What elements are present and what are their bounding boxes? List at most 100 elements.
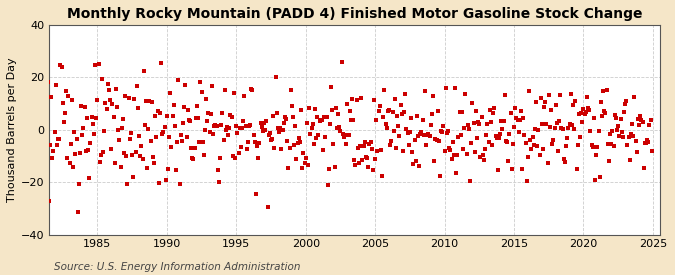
Point [278, 121, 289, 125]
Point [241, 147, 252, 151]
Point [119, 94, 130, 98]
Point [443, 128, 454, 133]
Point [51, 83, 61, 87]
Point [76, 103, 86, 108]
Point [329, 165, 340, 169]
Point [370, 156, 381, 161]
Point [93, 62, 104, 66]
Point [563, 125, 574, 130]
Point [129, 97, 140, 102]
Point [556, 126, 567, 131]
Point [464, 126, 475, 131]
Point [328, 142, 339, 146]
Point [459, 126, 470, 131]
Point [325, 122, 335, 127]
Point [464, 178, 475, 183]
Point [273, 126, 284, 130]
Point [350, 162, 361, 167]
Point [522, 154, 533, 159]
Point [49, 130, 60, 135]
Point [210, 123, 221, 127]
Point [90, 63, 101, 67]
Point [626, 122, 637, 126]
Point [379, 88, 390, 92]
Point [242, 139, 253, 144]
Point [348, 118, 358, 122]
Point [521, 178, 532, 183]
Point [461, 152, 472, 156]
Point [497, 127, 508, 132]
Point [440, 86, 451, 90]
Point [479, 158, 489, 162]
Point [547, 142, 558, 147]
Point [506, 166, 517, 171]
Point [219, 88, 230, 92]
Point [95, 153, 106, 158]
Point [555, 93, 566, 97]
Point [168, 103, 179, 107]
Point [634, 123, 645, 127]
Point [155, 110, 165, 115]
Point [558, 127, 568, 131]
Point [610, 116, 621, 120]
Point [423, 132, 434, 136]
Point [54, 137, 65, 141]
Point [152, 108, 163, 113]
Point [184, 119, 195, 123]
Point [378, 115, 389, 119]
Point [367, 168, 378, 173]
Point [421, 143, 431, 148]
Point [502, 140, 512, 144]
Point [373, 109, 384, 113]
Point [306, 126, 317, 130]
Point [38, 116, 49, 120]
Point [111, 105, 122, 110]
Point [592, 145, 603, 149]
Point [543, 93, 554, 97]
Point [608, 144, 619, 148]
Point [239, 94, 250, 98]
Point [122, 182, 133, 186]
Point [586, 142, 597, 147]
Point [142, 165, 153, 170]
Point [647, 149, 657, 153]
Point [317, 118, 327, 122]
Point [362, 155, 373, 160]
Point [86, 115, 97, 119]
Point [217, 111, 227, 116]
Point [445, 148, 456, 153]
Point [271, 110, 282, 115]
Point [211, 123, 222, 128]
Point [313, 132, 324, 137]
Point [620, 101, 630, 106]
Point [520, 141, 531, 145]
Point [454, 109, 465, 114]
Point [518, 116, 529, 121]
Point [469, 150, 480, 154]
Point [176, 139, 187, 143]
Point [268, 114, 279, 118]
Point [427, 112, 437, 116]
Point [189, 145, 200, 150]
Point [299, 161, 310, 166]
Point [79, 105, 90, 109]
Point [359, 140, 370, 144]
Point [47, 156, 57, 160]
Point [597, 114, 608, 118]
Point [642, 138, 653, 142]
Point [61, 89, 72, 93]
Point [124, 137, 135, 141]
Point [250, 192, 261, 197]
Point [315, 117, 326, 122]
Point [574, 134, 585, 139]
Point [218, 138, 229, 142]
Point [161, 114, 172, 119]
Point [160, 177, 171, 182]
Point [276, 147, 287, 151]
Point [477, 114, 487, 119]
Point [420, 89, 431, 93]
Point [195, 80, 206, 85]
Point [184, 118, 194, 122]
Point [55, 63, 65, 67]
Point [643, 140, 653, 144]
